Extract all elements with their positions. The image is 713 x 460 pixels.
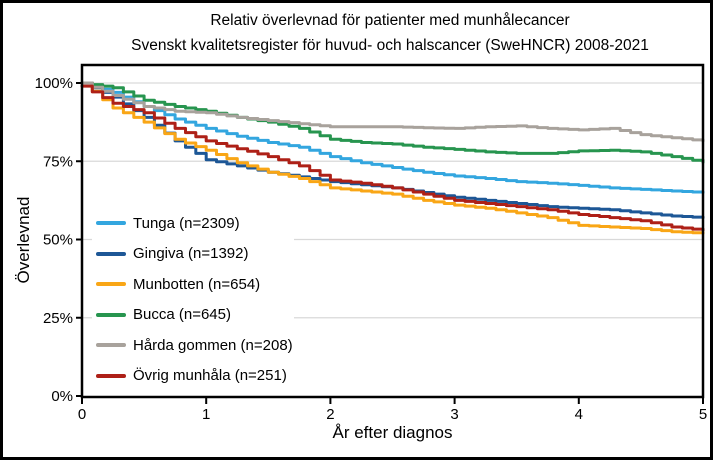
legend-label: Tunga (n=2309): [133, 214, 240, 232]
legend-item: Gingiva (n=1392): [96, 239, 294, 270]
x-tick-label: 4: [575, 406, 583, 423]
legend-label: Bucca (n=645): [133, 306, 231, 324]
chart-title: Relativ överlevnad för patienter med mun…: [210, 12, 570, 29]
curve-munbotten: [80, 81, 705, 235]
chart-legend: Tunga (n=2309) Gingiva (n=1392) Munbotten …: [92, 206, 294, 393]
legend-swatch: [96, 282, 126, 287]
legend-swatch: [96, 312, 126, 317]
legend-label: Munbotten (n=654): [133, 275, 261, 293]
legend-item: Munbotten (n=654): [96, 269, 294, 300]
legend-swatch: [96, 343, 126, 348]
legend-swatch: [96, 221, 126, 226]
y-tick-label: 25%: [43, 310, 73, 327]
legend-swatch: [96, 373, 126, 378]
y-tick-label: 100%: [35, 75, 73, 92]
legend-swatch: [96, 251, 126, 256]
legend-label: Övrig munhåla (n=251): [133, 367, 287, 385]
x-tick-label: 2: [326, 406, 334, 423]
x-tick-label: 1: [202, 406, 210, 423]
x-tick-label: 5: [699, 406, 707, 423]
legend-item: Övrig munhåla (n=251): [96, 361, 294, 392]
y-tick-label: 50%: [43, 232, 73, 249]
y-tick-label: 75%: [43, 153, 73, 170]
y-tick-label: 0%: [51, 388, 73, 405]
legend-label: Gingiva (n=1392): [133, 245, 249, 263]
curve-hårda: [80, 81, 705, 143]
plot-frame: [80, 63, 705, 399]
chart-titles: Relativ överlevnad för patienter med mun…: [70, 8, 710, 58]
legend-item: Hårda gommen (n=208): [96, 330, 294, 361]
curve-tunga: [80, 81, 705, 194]
x-axis-title: År efter diagnos: [332, 423, 453, 442]
x-tick-label: 3: [450, 406, 458, 423]
y-axis-title: Överlevnad: [14, 196, 33, 284]
curve-övrig: [80, 84, 705, 232]
x-tick-label: 0: [78, 406, 86, 423]
legend-item: Tunga (n=2309): [96, 208, 294, 239]
chart-subtitle: Svenskt kvalitetsregister för huvud- och…: [131, 37, 649, 54]
curve-bucca: [80, 81, 705, 164]
legend-label: Hårda gommen (n=208): [133, 336, 293, 354]
legend-item: Bucca (n=645): [96, 300, 294, 331]
